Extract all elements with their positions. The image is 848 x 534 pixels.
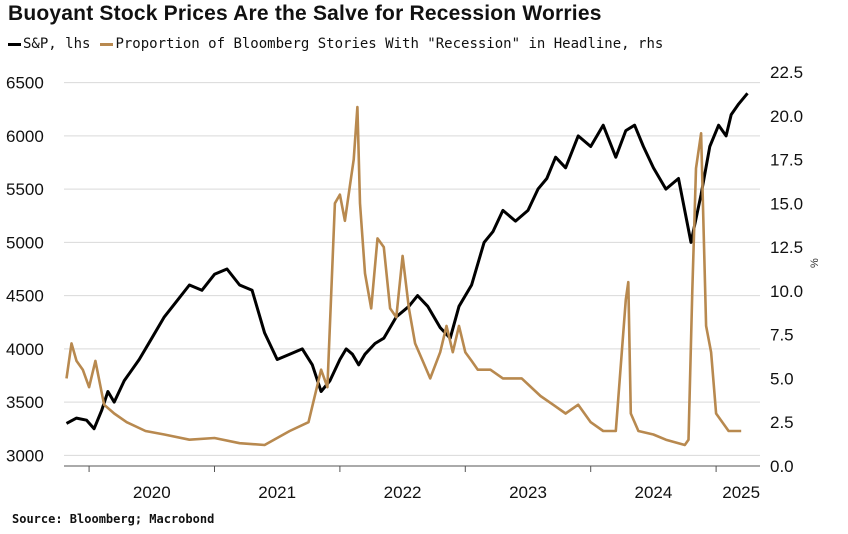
x-axis-ticks: 2020 2021 2022 2023 2024 2025 <box>64 465 760 502</box>
source-note: Source: Bloomberg; Macrobond <box>12 512 215 526</box>
left-tick-label-5000: 5000 <box>6 233 44 252</box>
left-tick-label-5500: 5500 <box>6 180 44 199</box>
x-tick-label-2021: 2021 <box>258 483 296 502</box>
legend-label-sp: S&P, lhs <box>23 36 91 52</box>
right-tick-label-15: 15.0 <box>770 194 803 213</box>
right-tick-label-2-5: 2.5 <box>770 413 794 432</box>
left-tick-label-4000: 4000 <box>6 340 44 359</box>
left-tick-label-4500: 4500 <box>6 287 44 306</box>
right-tick-label-20: 20.0 <box>770 107 803 126</box>
x-tick-label-2023: 2023 <box>509 483 547 502</box>
legend-label-recession: Proportion of Bloomberg Stories With "Re… <box>115 36 664 52</box>
left-tick-label-3000: 3000 <box>6 446 44 465</box>
right-tick-label-0: 0.0 <box>770 457 794 476</box>
right-tick-label-5: 5.0 <box>770 369 794 388</box>
x-tick-label-2020: 2020 <box>133 483 171 502</box>
legend-item-recession: Proportion of Bloomberg Stories With "Re… <box>100 36 663 52</box>
left-tick-label-6000: 6000 <box>6 127 44 146</box>
right-tick-label-10: 10.0 <box>770 282 803 301</box>
legend-item-sp: S&P, lhs <box>8 36 90 52</box>
chart-title: Buoyant Stock Prices Are the Salve for R… <box>8 2 602 25</box>
right-tick-label-22-5: 22.5 <box>770 63 803 82</box>
series-line-sp <box>65 92 749 431</box>
series-line-recession <box>65 105 742 447</box>
legend-swatch-sp <box>8 42 21 46</box>
series-lines <box>65 92 749 447</box>
x-tick-label-2024: 2024 <box>634 483 672 502</box>
right-tick-label-17-5: 17.5 <box>770 151 803 170</box>
right-axis-ticks: 0.0 2.5 5.0 7.5 10.0 12.5 15.0 17.5 20.0 22.5 <box>770 63 803 476</box>
x-tick-label-2025: 2025 <box>722 483 760 502</box>
left-axis-ticks: 3000 3500 4000 4500 5000 5500 6000 6500 <box>6 74 44 466</box>
legend-swatch-recession <box>100 42 114 46</box>
right-tick-label-7-5: 7.5 <box>770 326 794 345</box>
right-tick-label-12-5: 12.5 <box>770 238 803 257</box>
left-tick-label-3500: 3500 <box>6 393 44 412</box>
right-axis-unit-mark: % <box>809 258 821 268</box>
legend: S&P, lhs Proportion of Bloomberg Stories… <box>8 36 673 52</box>
x-tick-label-2022: 2022 <box>384 483 422 502</box>
left-tick-label-6500: 6500 <box>6 74 44 93</box>
grid-lines <box>64 82 760 456</box>
